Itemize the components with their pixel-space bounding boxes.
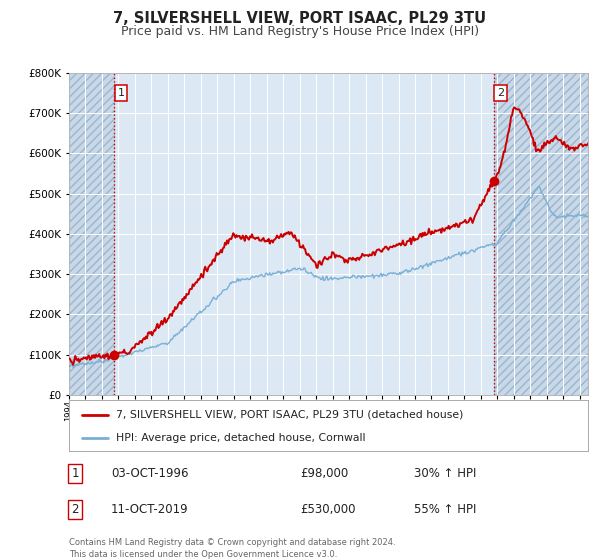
Bar [69, 73, 115, 395]
Text: 1: 1 [118, 88, 124, 98]
Bar [69, 73, 115, 395]
Bar [494, 73, 588, 395]
Bar [115, 73, 494, 395]
Text: £530,000: £530,000 [300, 503, 355, 516]
Text: 2: 2 [71, 503, 79, 516]
Text: 7, SILVERSHELL VIEW, PORT ISAAC, PL29 3TU: 7, SILVERSHELL VIEW, PORT ISAAC, PL29 3T… [113, 11, 487, 26]
Text: 30% ↑ HPI: 30% ↑ HPI [414, 466, 476, 480]
Text: 7, SILVERSHELL VIEW, PORT ISAAC, PL29 3TU (detached house): 7, SILVERSHELL VIEW, PORT ISAAC, PL29 3T… [116, 409, 463, 419]
Text: Price paid vs. HM Land Registry's House Price Index (HPI): Price paid vs. HM Land Registry's House … [121, 25, 479, 38]
Text: HPI: Average price, detached house, Cornwall: HPI: Average price, detached house, Corn… [116, 433, 365, 443]
Text: 03-OCT-1996: 03-OCT-1996 [111, 466, 188, 480]
Text: Contains HM Land Registry data © Crown copyright and database right 2024.
This d: Contains HM Land Registry data © Crown c… [69, 538, 395, 559]
Text: 55% ↑ HPI: 55% ↑ HPI [414, 503, 476, 516]
Text: £98,000: £98,000 [300, 466, 348, 480]
Text: 11-OCT-2019: 11-OCT-2019 [111, 503, 188, 516]
Text: 1: 1 [71, 466, 79, 480]
Bar [494, 73, 588, 395]
Text: 2: 2 [497, 88, 504, 98]
